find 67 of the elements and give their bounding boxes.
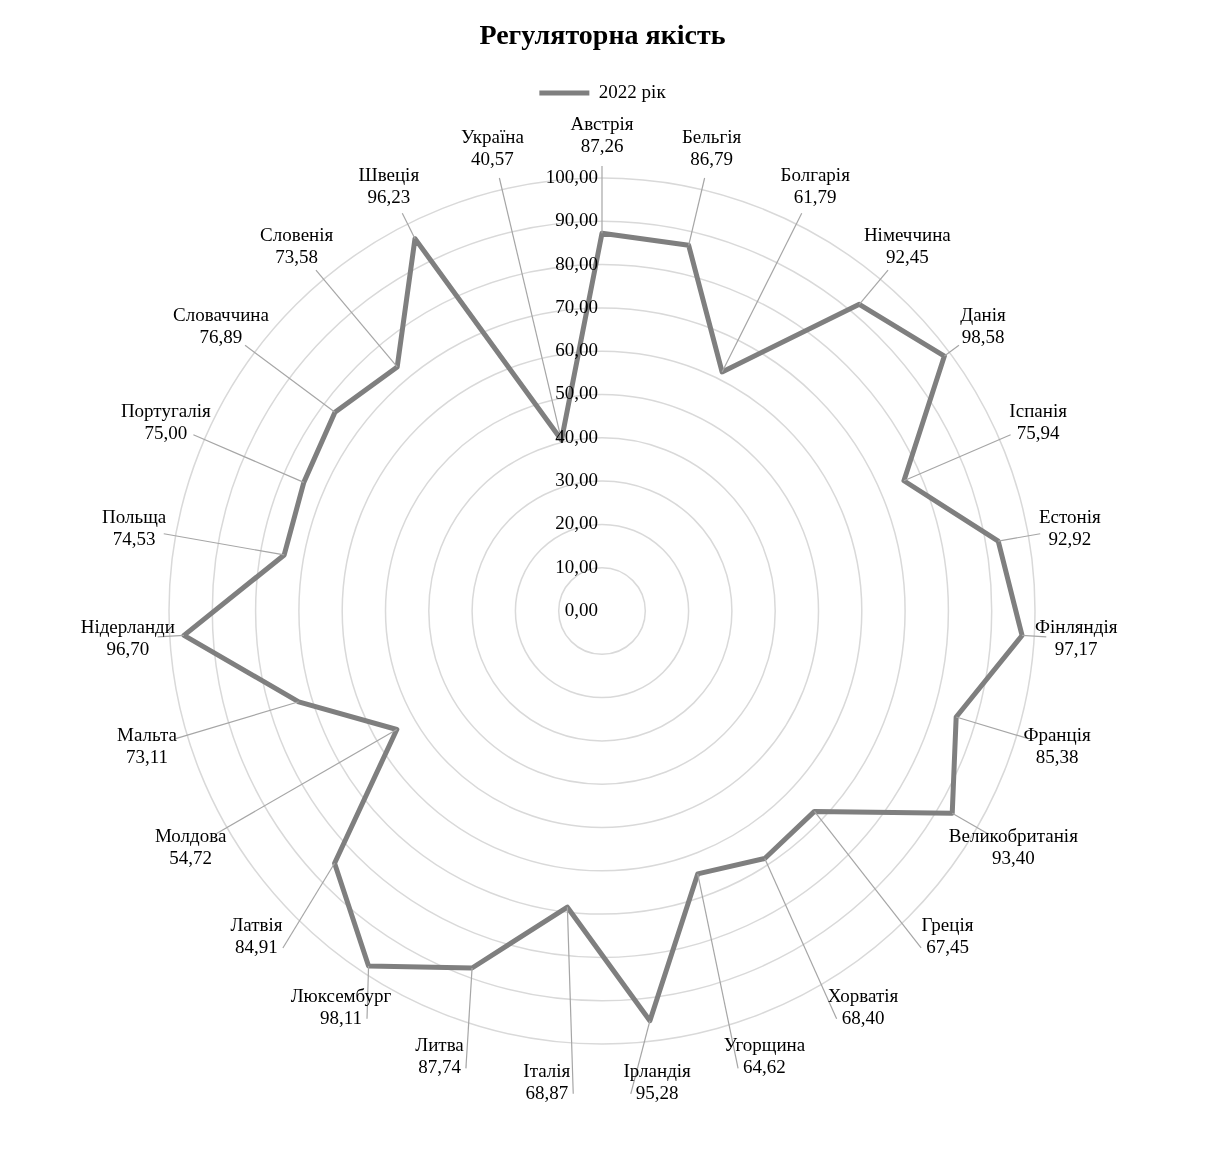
spoke-label: Словаччина [173,304,270,326]
data-label: 96,70 [106,637,150,659]
y-tick-label: 60,00 [555,339,598,361]
data-label: 85,38 [1035,746,1079,768]
data-label: 92,92 [1048,527,1092,549]
spoke-label: Словенія [260,224,334,246]
data-label: 40,57 [471,147,514,169]
data-label: 67,45 [926,935,969,957]
data-label: 96,23 [367,185,411,207]
spoke-label: Австрія [570,112,634,134]
spoke-label: Мальта [117,724,178,746]
spoke-label: Німеччина [863,224,952,246]
spoke-label: Литва [415,1034,465,1056]
data-label: 76,89 [199,326,243,348]
chart-title: Регуляторна якість [479,19,726,51]
data-label: 86,79 [690,147,733,169]
data-label: 92,45 [885,246,929,268]
data-label: 95,28 [635,1081,679,1103]
data-label: 87,26 [580,134,624,156]
data-label: 75,94 [1016,421,1061,443]
spoke-label: Великобританія [948,825,1079,847]
y-tick-label: 70,00 [555,295,598,317]
data-label: 61,79 [793,185,837,207]
spoke-label: Естонія [1038,505,1101,527]
y-tick-label: 10,00 [555,555,598,577]
y-tick-label: 100,00 [545,165,598,187]
spoke-label: Польща [102,505,167,527]
spoke-label: Греція [921,913,974,935]
data-label: 98,58 [961,326,1005,348]
y-tick-label: 0,00 [564,598,598,620]
y-tick-label: 90,00 [555,209,598,231]
spoke-label: Нідерланди [80,615,175,637]
data-label: 97,17 [1054,637,1098,659]
spoke-label: Хорватія [827,984,899,1006]
data-label: 64,62 [743,1056,786,1078]
data-label: 87,74 [418,1056,462,1078]
spoke-label: Італія [523,1059,571,1081]
data-label: 68,87 [525,1081,569,1103]
spoke-label: Данія [960,304,1007,326]
data-label: 93,40 [991,847,1035,869]
y-tick-label: 80,00 [555,252,598,274]
data-label: 98,11 [319,1006,363,1028]
y-tick-label: 20,00 [555,512,598,534]
spoke-label: Швеція [358,163,420,185]
data-label: 73,58 [275,246,319,268]
spoke-label: Угорщина [723,1034,806,1056]
spoke-label: Україна [461,125,525,147]
spoke-label: Іспанія [1009,399,1068,421]
spoke-label: Латвія [230,913,283,935]
data-label: 75,00 [144,421,188,443]
spoke-label: Франція [1023,724,1091,746]
spoke-label: Фінляндія [1034,615,1118,637]
data-label: 54,72 [169,847,213,869]
spoke-label: Португалія [120,399,212,421]
spoke-label: Молдова [154,825,227,847]
y-tick-label: 40,00 [555,425,598,447]
y-tick-label: 30,00 [555,469,598,491]
spoke-label: Бельгія [681,125,742,147]
data-label: 74,53 [112,527,156,549]
data-label: 68,40 [841,1006,885,1028]
data-label: 73,11 [125,746,168,768]
data-label: 84,91 [235,935,278,957]
spoke-label: Болгарія [780,163,851,185]
y-tick-label: 50,00 [555,382,598,404]
spoke-label: Ірландія [623,1059,692,1081]
spoke-label: Люксембург [290,984,392,1006]
legend-label: 2022 рік [598,81,667,103]
